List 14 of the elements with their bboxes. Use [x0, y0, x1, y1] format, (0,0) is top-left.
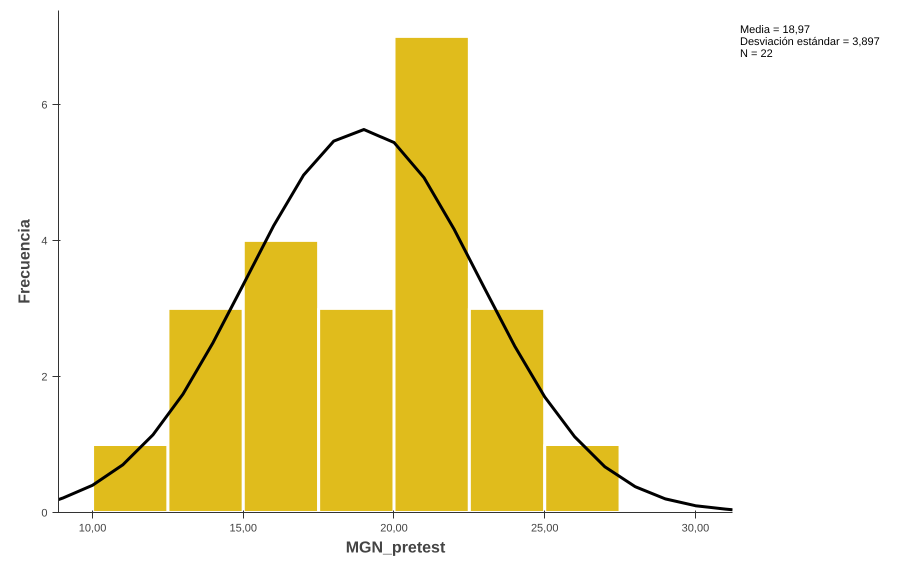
x-tick-label: 15,00: [230, 522, 258, 534]
y-tick-label: 4: [41, 235, 48, 248]
x-tick-label: 10,00: [78, 522, 106, 534]
x-axis-title: MGN_pretest: [346, 540, 446, 556]
text: N = 22: [740, 48, 774, 60]
text: Desviación estándar = 3,897: [740, 36, 880, 48]
x-tick-label: 20,00: [380, 522, 408, 534]
y-tick-label: 6: [41, 99, 48, 112]
x-tick-label: 25,00: [530, 522, 558, 534]
y-tick-label: 2: [41, 371, 48, 384]
y-tick-label: 0: [41, 508, 48, 520]
y-axis-title: Frecuencia: [16, 219, 34, 304]
x-tick-label: 30,00: [682, 522, 710, 534]
text: Media = 18,97: [740, 24, 812, 36]
